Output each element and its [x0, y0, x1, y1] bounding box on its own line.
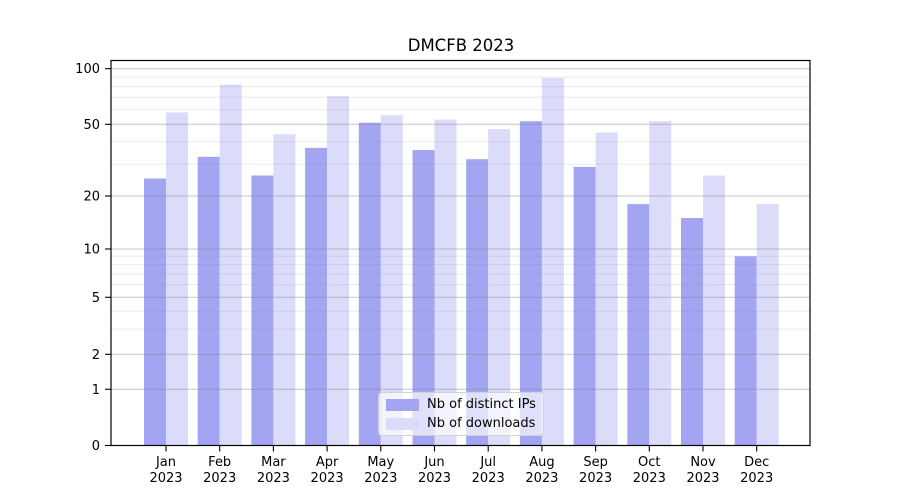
bar-downloads-may — [380, 115, 403, 446]
x-tick-label-month-oct: Oct — [638, 455, 660, 470]
bar-distinct-ips-aug — [519, 121, 542, 446]
x-tick-label-month-jul: Jul — [479, 455, 496, 470]
legend: Nb of distinct IPs Nb of downloads — [378, 392, 544, 436]
bar-distinct-ips-jul — [466, 159, 489, 446]
x-tick-label-month-dec: Dec — [744, 455, 769, 470]
bar-downloads-jun — [434, 119, 457, 446]
y-tick-label-2: 2 — [92, 348, 100, 363]
bar-downloads-jan — [166, 112, 188, 446]
y-tick-label-5: 5 — [92, 291, 100, 306]
x-tick-label-month-may: May — [367, 455, 394, 470]
x-tick-label-month-feb: Feb — [208, 455, 231, 470]
x-tick-label-year-sep: 2023 — [579, 471, 612, 486]
x-tick-label-year-jan: 2023 — [149, 471, 182, 486]
bar-downloads-jul — [488, 129, 511, 446]
bar-downloads-mar — [273, 134, 296, 446]
x-tick-label-month-aug: Aug — [529, 455, 554, 470]
x-tick-label-month-mar: Mar — [261, 455, 286, 470]
legend-swatch-downloads — [386, 417, 419, 430]
legend-label-downloads: Nb of downloads — [427, 416, 536, 431]
x-tick-label-year-aug: 2023 — [525, 471, 558, 486]
x-tick-label-month-nov: Nov — [690, 455, 716, 470]
chart-title: DMCFB 2023 — [407, 36, 515, 55]
bar-downloads-apr — [327, 96, 350, 446]
x-tick-label-year-jun: 2023 — [418, 471, 451, 486]
bar-distinct-ips-dec — [734, 256, 757, 446]
bar-distinct-ips-jan — [144, 178, 166, 446]
bar-distinct-ips-nov — [681, 218, 703, 446]
axes-frame — [110, 59, 811, 447]
x-tick-label-month-jan: Jan — [155, 455, 176, 470]
x-tick-label-year-mar: 2023 — [257, 471, 290, 486]
x-tick-label-year-dec: 2023 — [740, 471, 773, 486]
x-tick-label-month-apr: Apr — [316, 455, 339, 470]
bar-distinct-ips-feb — [197, 156, 220, 446]
x-tick-label-year-feb: 2023 — [203, 471, 236, 486]
x-tick-label-month-sep: Sep — [583, 455, 608, 470]
bar-downloads-sep — [595, 132, 618, 446]
y-tick-label-50: 50 — [83, 118, 100, 133]
bar-distinct-ips-mar — [251, 175, 274, 446]
x-tick-label-year-may: 2023 — [364, 471, 397, 486]
y-tick-label-10: 10 — [83, 243, 100, 258]
x-tick-label-year-apr: 2023 — [311, 471, 344, 486]
bar-downloads-nov — [703, 175, 725, 446]
legend-label-distinct-ips: Nb of distinct IPs — [427, 397, 536, 412]
bar-downloads-aug — [541, 78, 564, 446]
y-tick-label-1: 1 — [92, 383, 100, 398]
x-tick-label-month-jun: Jun — [423, 455, 444, 470]
bar-distinct-ips-may — [358, 122, 381, 446]
x-tick-label-year-oct: 2023 — [633, 471, 666, 486]
bar-downloads-oct — [649, 121, 672, 446]
bar-distinct-ips-apr — [305, 147, 328, 446]
bar-downloads-dec — [756, 204, 779, 446]
bar-downloads-feb — [219, 84, 242, 446]
y-tick-label-20: 20 — [83, 190, 100, 205]
legend-row-distinct-ips: Nb of distinct IPs — [386, 397, 536, 412]
y-tick-label-100: 100 — [75, 62, 100, 77]
bar-distinct-ips-sep — [573, 166, 596, 446]
x-tick-label-year-nov: 2023 — [686, 471, 719, 486]
x-tick-label-year-jul: 2023 — [472, 471, 505, 486]
bar-distinct-ips-jun — [412, 150, 435, 446]
legend-swatch-distinct-ips — [386, 398, 419, 411]
y-tick-label-0: 0 — [92, 439, 100, 454]
legend-row-downloads: Nb of downloads — [386, 416, 536, 431]
bar-distinct-ips-oct — [627, 204, 650, 446]
